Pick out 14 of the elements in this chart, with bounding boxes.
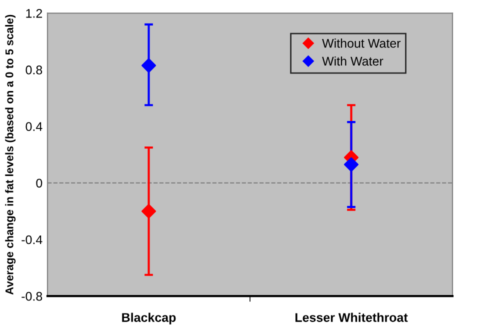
y-tick-label: 0.8: [26, 66, 42, 74]
y-tick-label: 0.4: [26, 122, 42, 131]
y-tick-label: -0.4: [22, 235, 42, 244]
y-tick-label: -0.8: [22, 292, 42, 301]
y-tick-label: 0: [36, 178, 42, 188]
y-tick-label: 1.2: [26, 8, 42, 18]
legend-label: With Water: [322, 56, 384, 66]
x-tick-label: Blackcap: [122, 312, 176, 324]
y-axis-title: Average change in fat levels (based on a 0 to 5 scale): [5, 14, 16, 295]
point: [141, 58, 156, 73]
legend-label: Without Water: [322, 38, 401, 48]
x-tick-label: Lesser Whitethroat: [295, 312, 408, 322]
point: [141, 204, 156, 218]
point: [344, 157, 359, 172]
